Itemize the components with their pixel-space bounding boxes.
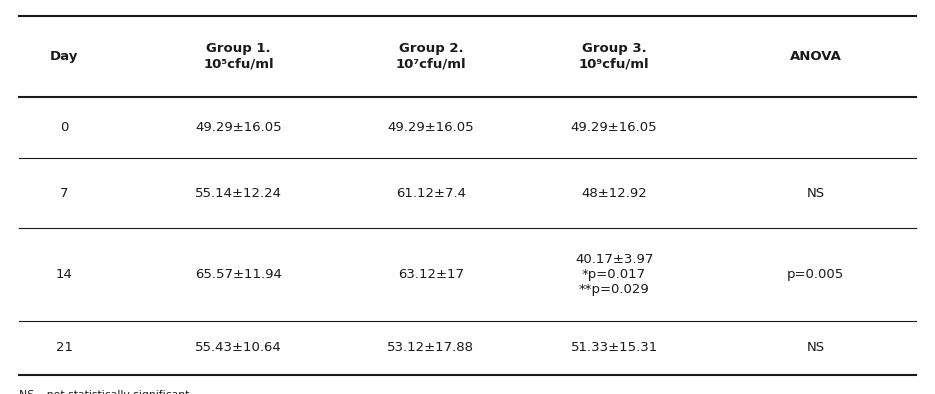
Text: Group 1.
10⁵cfu/ml: Group 1. 10⁵cfu/ml bbox=[203, 42, 274, 70]
Text: 0: 0 bbox=[60, 121, 68, 134]
Text: 40.17±3.97
*p=0.017
**p=0.029: 40.17±3.97 *p=0.017 **p=0.029 bbox=[575, 253, 654, 296]
Text: 51.33±15.31: 51.33±15.31 bbox=[570, 341, 657, 354]
Text: NS: NS bbox=[807, 187, 825, 200]
Text: 7: 7 bbox=[60, 187, 68, 200]
Text: 53.12±17.88: 53.12±17.88 bbox=[387, 341, 474, 354]
Text: NS – not statistically significant: NS – not statistically significant bbox=[19, 390, 189, 394]
Text: Group 2.
10⁷cfu/ml: Group 2. 10⁷cfu/ml bbox=[396, 42, 467, 70]
Text: 63.12±17: 63.12±17 bbox=[398, 268, 464, 281]
Text: 21: 21 bbox=[56, 341, 73, 354]
Text: 55.14±12.24: 55.14±12.24 bbox=[194, 187, 282, 200]
Text: p=0.005: p=0.005 bbox=[787, 268, 844, 281]
Text: NS: NS bbox=[807, 341, 825, 354]
Text: Group 3.
10⁹cfu/ml: Group 3. 10⁹cfu/ml bbox=[579, 42, 650, 70]
Text: 49.29±16.05: 49.29±16.05 bbox=[387, 121, 474, 134]
Text: 49.29±16.05: 49.29±16.05 bbox=[195, 121, 281, 134]
Text: 49.29±16.05: 49.29±16.05 bbox=[570, 121, 657, 134]
Text: 65.57±11.94: 65.57±11.94 bbox=[195, 268, 281, 281]
Text: 61.12±7.4: 61.12±7.4 bbox=[396, 187, 466, 200]
Text: Day: Day bbox=[50, 50, 79, 63]
Text: 48±12.92: 48±12.92 bbox=[582, 187, 647, 200]
Text: ANOVA: ANOVA bbox=[790, 50, 842, 63]
Text: 14: 14 bbox=[56, 268, 73, 281]
Text: 55.43±10.64: 55.43±10.64 bbox=[195, 341, 281, 354]
